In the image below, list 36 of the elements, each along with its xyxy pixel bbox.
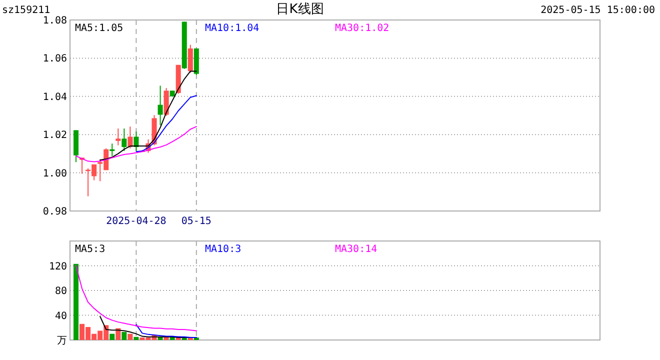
bar xyxy=(74,264,79,340)
candlestick xyxy=(134,131,139,152)
x-tick-label: 2025-04-28 xyxy=(106,216,166,227)
text: MA30:14 xyxy=(335,244,378,255)
y-tick-label: 1.02 xyxy=(42,130,67,142)
text: MA30:1.02 xyxy=(335,23,390,34)
y-tick-label: 1.04 xyxy=(42,92,67,103)
bar xyxy=(128,334,133,340)
candlestick xyxy=(128,126,133,149)
text: 2025-05-15 15:00:00 xyxy=(540,5,655,16)
text: 日K线图 xyxy=(276,2,324,17)
bar xyxy=(134,336,139,340)
y-tick-label: 120 xyxy=(48,261,67,272)
candlestick xyxy=(188,44,193,74)
text: MA5:1.05 xyxy=(75,23,124,34)
text: sz159211 xyxy=(2,5,50,16)
candlestick xyxy=(122,128,127,152)
line-series xyxy=(136,324,197,338)
x-tick-label: 05-15 xyxy=(181,216,212,227)
bar xyxy=(122,332,127,340)
y-tick-label: 40 xyxy=(54,310,67,322)
y-tick-label: 0.98 xyxy=(42,206,67,218)
candlestick xyxy=(158,85,163,126)
bar xyxy=(110,334,115,340)
candlestick xyxy=(116,128,121,146)
line-series xyxy=(136,95,197,152)
line-series xyxy=(76,265,197,332)
y-tick-label: 1.00 xyxy=(42,168,67,180)
text: MA10:3 xyxy=(205,244,242,255)
y-tick-label: 1.06 xyxy=(42,54,67,65)
bar xyxy=(116,328,121,340)
y-tick-label: 万 xyxy=(57,336,67,346)
text: MA5:3 xyxy=(75,244,106,255)
text: MA10:1.04 xyxy=(205,23,260,34)
y-tick-label: 1.08 xyxy=(42,16,67,26)
y-tick-label: 80 xyxy=(54,286,67,297)
